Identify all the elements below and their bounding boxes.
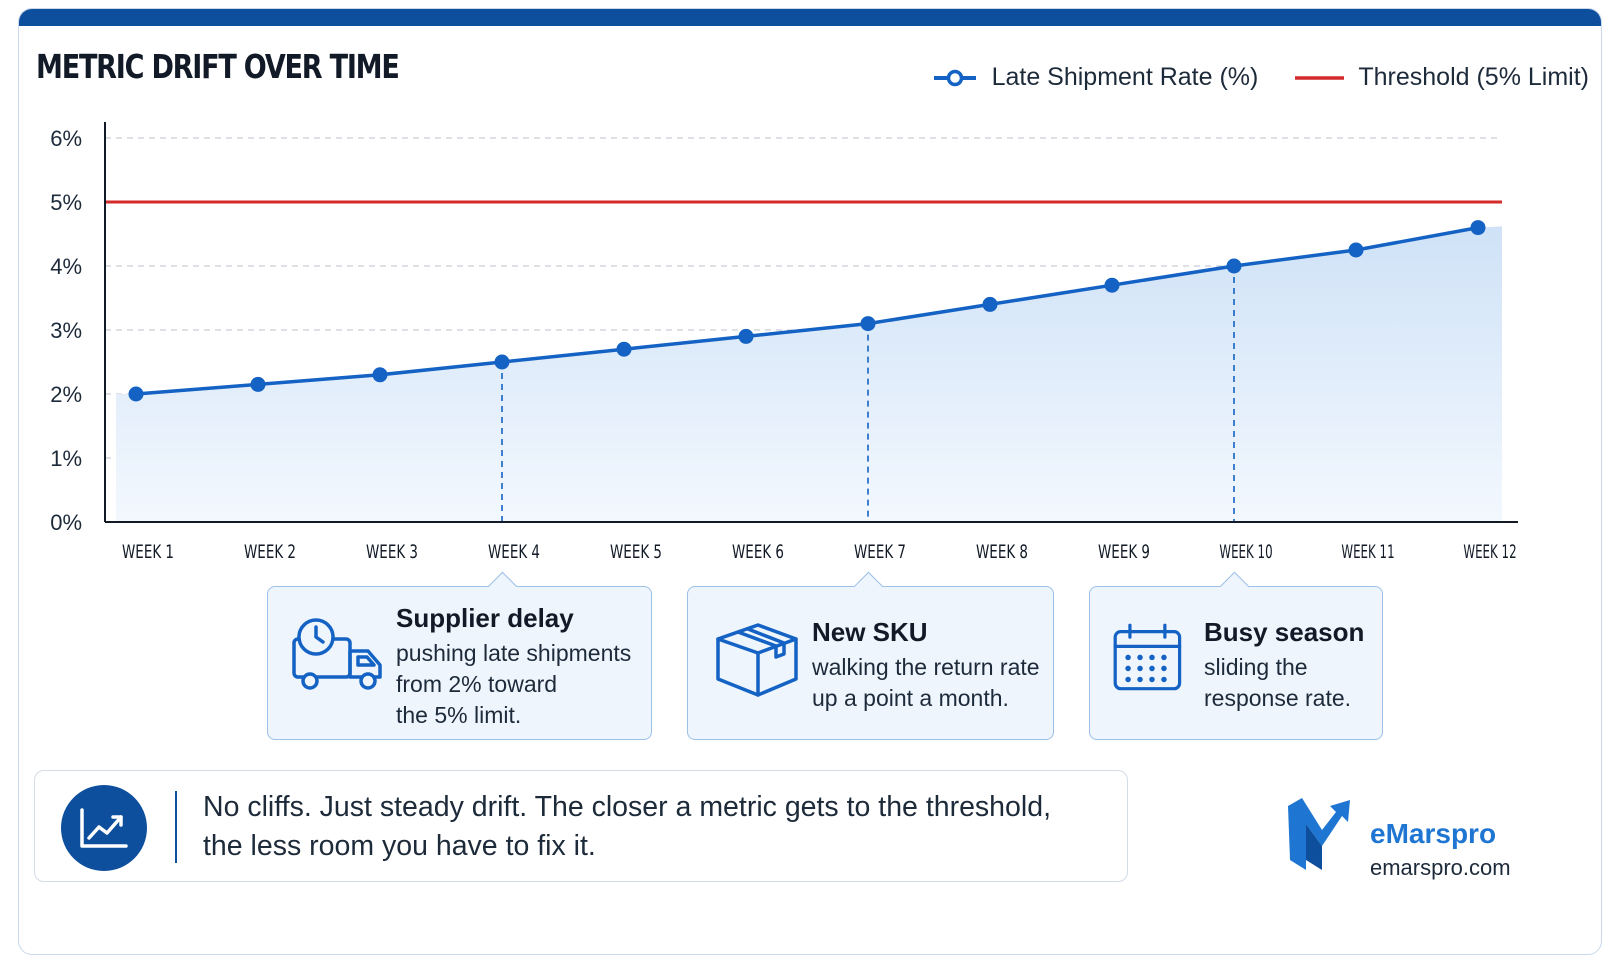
series-area [116, 226, 1502, 522]
note-text: No cliffs. Just steady drift. The closer… [203, 788, 1051, 866]
data-point [982, 296, 998, 312]
callout-title: New SKU [812, 617, 928, 647]
x-tick-label: WEEK 9 [1098, 541, 1150, 563]
data-point [372, 367, 388, 383]
data-point [860, 316, 876, 332]
y-tick-label: 3% [50, 318, 82, 343]
callout-text: Busy season sliding the response rate. [1204, 617, 1372, 714]
note-line-1: No cliffs. Just steady drift. The closer… [203, 791, 1051, 823]
brand: eMarspro emarspro.com [1284, 782, 1524, 882]
callout-line: the 5% limit. [396, 702, 522, 728]
callout-title: Busy season [1204, 617, 1365, 647]
emarspro-logo-icon [1288, 798, 1350, 870]
chart-title: METRIC DRIFT OVER TIME [36, 47, 400, 86]
callout-line: pushing late shipments [396, 640, 632, 666]
brand-url: emarspro.com [1370, 855, 1511, 880]
brand-name: eMarspro [1370, 818, 1497, 849]
callout-new-sku: New SKU walking the return rate up a poi… [687, 571, 1054, 740]
legend-item-series: Late Shipment Rate (%) [932, 63, 1259, 92]
callout-line: sliding the [1204, 654, 1308, 680]
callout-busy-season: Busy season sliding the response rate. [1089, 571, 1383, 740]
callout-line: up a point a month. [812, 685, 1009, 711]
takeaway-note: No cliffs. Just steady drift. The closer… [34, 770, 1128, 882]
callout-line: response rate. [1204, 685, 1352, 711]
x-tick-label: WEEK 6 [732, 541, 784, 563]
x-tick-label: WEEK 12 [1463, 541, 1516, 563]
callout-line: from 2% toward [396, 671, 558, 697]
legend-series-label: Late Shipment Rate (%) [991, 63, 1259, 91]
data-point [738, 328, 754, 344]
data-point [616, 341, 632, 357]
y-tick-label: 5% [50, 190, 82, 215]
box-icon [716, 623, 798, 697]
y-tick-label: 1% [50, 446, 82, 471]
legend-threshold-line-icon [1295, 75, 1345, 80]
x-tick-label: WEEK 8 [976, 541, 1028, 563]
trend-chart-icon [61, 785, 147, 871]
x-tick-label: WEEK 11 [1341, 541, 1394, 563]
legend-item-threshold: Threshold (5% Limit) [1292, 63, 1589, 92]
y-tick-label: 0% [50, 510, 82, 535]
card-top-bar [19, 9, 1601, 26]
data-point [1226, 258, 1242, 274]
x-tick-label: WEEK 3 [366, 541, 418, 563]
x-tick-label: WEEK 7 [854, 541, 906, 563]
x-tick-label: WEEK 4 [488, 541, 540, 563]
x-tick-label: WEEK 10 [1219, 541, 1272, 563]
calendar-icon [1113, 623, 1182, 691]
data-point [1348, 242, 1364, 258]
data-point [250, 376, 266, 392]
data-point [1470, 220, 1486, 236]
data-point [128, 386, 144, 402]
x-tick-label: WEEK 2 [244, 541, 296, 563]
x-tick-label: WEEK 1 [122, 541, 174, 563]
legend-line-marker-icon [933, 69, 976, 86]
data-point [1104, 277, 1120, 293]
y-tick-label: 6% [50, 126, 82, 151]
data-point [494, 354, 510, 370]
note-line-2: the less room you have to fix it. [203, 830, 596, 862]
callout-title: Supplier delay [396, 603, 574, 633]
callout-text: Supplier delay pushing late shipments fr… [396, 603, 641, 731]
callout-line: walking the return rate [812, 654, 1040, 680]
y-tick-label: 4% [50, 254, 82, 279]
y-tick-label: 2% [50, 382, 82, 407]
legend-threshold-label: Threshold (5% Limit) [1358, 63, 1589, 91]
truck-clock-icon [292, 618, 382, 690]
callout-text: New SKU walking the return rate up a poi… [812, 617, 1043, 714]
series-line [135, 225, 1479, 396]
trend-chart-icon-glyph [80, 808, 128, 848]
callout-supplier-delay: Supplier delay pushing late shipments fr… [267, 571, 652, 740]
note-divider [175, 791, 177, 863]
line-chart: 0% 1% 2% 3% 4% 5% 6% WEEK 1 WEEK 2 WEEK 3 WEEK 4 WE… [50, 122, 1518, 563]
chart-legend: Late Shipment Rate (%) Threshold (5% Lim… [932, 63, 1589, 92]
x-tick-label: WEEK 5 [610, 541, 662, 563]
